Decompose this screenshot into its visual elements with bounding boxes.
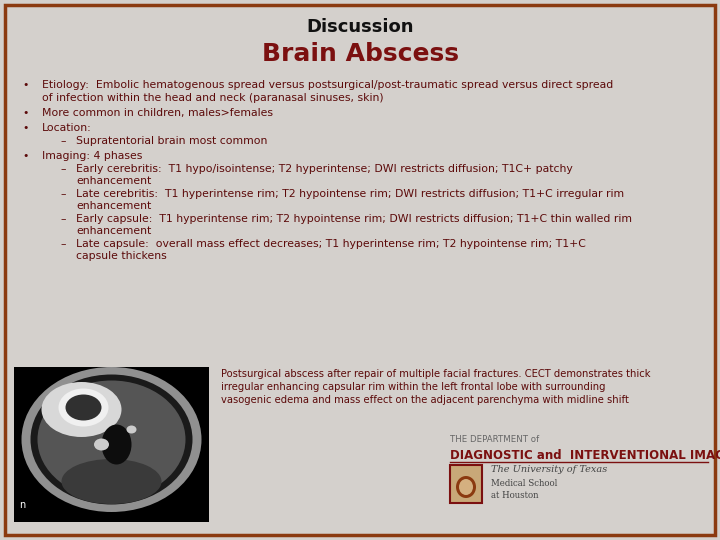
- Ellipse shape: [102, 424, 132, 464]
- Text: •: •: [22, 108, 28, 118]
- Ellipse shape: [30, 375, 192, 504]
- Bar: [14, 367, 209, 522]
- Text: Supratentorial brain most common: Supratentorial brain most common: [76, 136, 267, 146]
- Text: •: •: [22, 151, 28, 161]
- Text: enhancement: enhancement: [76, 201, 151, 211]
- Text: –: –: [60, 136, 66, 146]
- Text: Early cerebritis:  T1 hypo/isointense; T2 hyperintense; DWI restricts diffusion;: Early cerebritis: T1 hypo/isointense; T2…: [76, 164, 572, 174]
- Text: capsule thickens: capsule thickens: [76, 251, 167, 261]
- Ellipse shape: [37, 381, 186, 498]
- Text: Discussion: Discussion: [306, 18, 414, 36]
- Text: Early capsule:  T1 hyperintense rim; T2 hypointense rim; DWI restricts diffusion: Early capsule: T1 hyperintense rim; T2 h…: [76, 214, 632, 224]
- FancyBboxPatch shape: [450, 465, 482, 503]
- Ellipse shape: [61, 459, 161, 504]
- Text: The University of Texas: The University of Texas: [491, 465, 607, 474]
- Text: –: –: [60, 214, 66, 224]
- Ellipse shape: [58, 388, 109, 427]
- Text: n: n: [19, 500, 25, 510]
- Text: Etiology:  Embolic hematogenous spread versus postsurgical/post-traumatic spread: Etiology: Embolic hematogenous spread ve…: [42, 80, 613, 90]
- Text: More common in children, males>females: More common in children, males>females: [42, 108, 273, 118]
- Text: •: •: [22, 123, 28, 133]
- Text: Brain Abscess: Brain Abscess: [261, 42, 459, 66]
- Ellipse shape: [66, 395, 102, 421]
- Ellipse shape: [42, 382, 122, 437]
- Text: Late capsule:  overall mass effect decreases; T1 hyperintense rim; T2 hypointens: Late capsule: overall mass effect decrea…: [76, 239, 586, 249]
- Ellipse shape: [459, 479, 473, 495]
- Text: enhancement: enhancement: [76, 176, 151, 186]
- Ellipse shape: [22, 367, 202, 512]
- Text: of infection within the head and neck (paranasal sinuses, skin): of infection within the head and neck (p…: [42, 93, 384, 103]
- Text: Location:: Location:: [42, 123, 91, 133]
- Ellipse shape: [94, 438, 109, 450]
- Text: THE DEPARTMENT of: THE DEPARTMENT of: [450, 435, 539, 444]
- Text: Medical School: Medical School: [491, 479, 557, 488]
- Text: –: –: [60, 239, 66, 249]
- Ellipse shape: [456, 476, 476, 498]
- Text: DIAGNOSTIC and  INTERVENTIONAL IMAGING: DIAGNOSTIC and INTERVENTIONAL IMAGING: [450, 449, 720, 462]
- Text: at Houston: at Houston: [491, 491, 539, 500]
- Text: Late cerebritis:  T1 hyperintense rim; T2 hypointense rim; DWI restricts diffusi: Late cerebritis: T1 hyperintense rim; T2…: [76, 189, 624, 199]
- Text: •: •: [22, 80, 28, 90]
- Text: –: –: [60, 189, 66, 199]
- Text: –: –: [60, 164, 66, 174]
- Text: Imaging: 4 phases: Imaging: 4 phases: [42, 151, 143, 161]
- Ellipse shape: [127, 426, 137, 434]
- Text: Postsurgical abscess after repair of multiple facial fractures. CECT demonstrate: Postsurgical abscess after repair of mul…: [221, 369, 650, 406]
- Text: enhancement: enhancement: [76, 226, 151, 236]
